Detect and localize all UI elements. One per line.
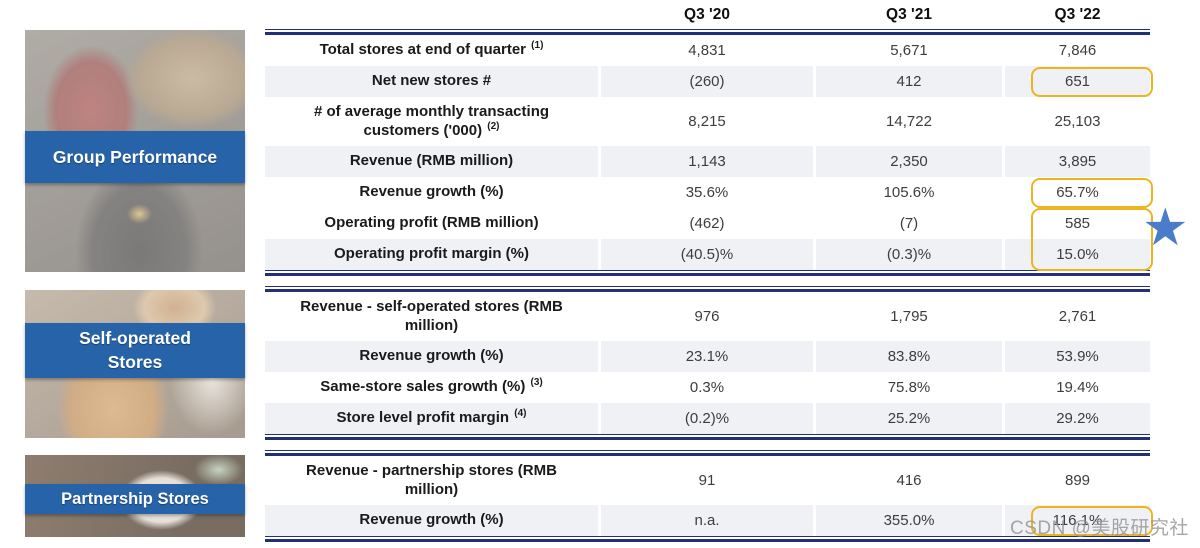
cell-value: 116.1% bbox=[1005, 505, 1150, 536]
cell-value: 899 bbox=[1064, 472, 1091, 489]
section-banner-self-operated-stores: Self-operated Stores bbox=[25, 323, 245, 378]
cell-value: 23.1% bbox=[601, 341, 813, 372]
table-row: Operating profit (RMB million) (462) (7) 58… bbox=[265, 208, 1150, 239]
cell-value: 651 bbox=[1005, 66, 1150, 97]
table-row: # of average monthly transacting custome… bbox=[265, 97, 1150, 146]
column-header-q3-21: Q3 '21 bbox=[886, 5, 932, 23]
cell-value: (260) bbox=[601, 66, 813, 97]
cell-value: 53.9% bbox=[1005, 341, 1150, 372]
divider-section3-start bbox=[265, 450, 1150, 456]
row-label: Operating profit margin (%) bbox=[265, 239, 598, 270]
cell-value: 83.8% bbox=[816, 341, 1002, 372]
cell-value: 416 bbox=[896, 472, 922, 489]
star-icon: ★ bbox=[1142, 199, 1189, 257]
cell-value: 2,350 bbox=[816, 146, 1002, 177]
table-row: Revenue growth (%) 35.6% 105.6% 65.7% bbox=[265, 177, 1150, 208]
table-row: Store level profit margin (4) (0.2)% 25.2%… bbox=[265, 403, 1150, 434]
row-label: Revenue growth (%) bbox=[265, 505, 598, 536]
section-gap bbox=[265, 276, 1150, 286]
photo-partnership-stores: Partnership Stores bbox=[25, 455, 245, 537]
header-empty-cell bbox=[265, 0, 598, 29]
table-row: Revenue - self-operated stores (RMB mill… bbox=[265, 292, 1150, 341]
row-label: Revenue (RMB million) bbox=[265, 146, 598, 177]
cell-value: 3,895 bbox=[1005, 146, 1150, 177]
cell-value: 412 bbox=[816, 66, 1002, 97]
cell-value: 25,103 bbox=[1054, 113, 1101, 130]
section-banner-partnership-stores: Partnership Stores bbox=[25, 484, 245, 514]
divider-section3-end bbox=[265, 536, 1150, 542]
table-row: Revenue (RMB million) 1,143 2,350 3,895 bbox=[265, 146, 1150, 177]
table-row: Revenue - partnership stores (RMB millio… bbox=[265, 456, 1150, 505]
section-gap bbox=[265, 440, 1150, 450]
table-section-self-operated: Revenue - self-operated stores (RMB mill… bbox=[265, 292, 1150, 434]
cell-value: 19.4% bbox=[1056, 379, 1099, 396]
cell-value: (40.5)% bbox=[601, 239, 813, 270]
table-row: Operating profit margin (%) (40.5)% (0.3)%… bbox=[265, 239, 1150, 270]
cell-value: 1,795 bbox=[890, 308, 928, 325]
cell-value: 5,671 bbox=[890, 42, 928, 59]
row-label: Revenue growth (%) bbox=[265, 341, 598, 372]
table-section-group-performance: Total stores at end of quarter (1) 4,831 5… bbox=[265, 35, 1150, 270]
cell-value: 1,143 bbox=[601, 146, 813, 177]
table-row: Same-store sales growth (%) (3) 0.3% 75.8%… bbox=[265, 372, 1150, 403]
section-banner-group-performance: Group Performance bbox=[25, 131, 245, 183]
column-header-q3-20: Q3 '20 bbox=[684, 5, 730, 23]
table-section-partnership: Revenue - partnership stores (RMB millio… bbox=[265, 456, 1150, 536]
cell-value: (0.2)% bbox=[601, 403, 813, 434]
financial-table: Q3 '20 Q3 '21 Q3 '22 Total stores at end… bbox=[265, 0, 1153, 542]
row-label: Total stores at end of quarter (1) bbox=[319, 40, 544, 59]
cell-value: n.a. bbox=[601, 505, 813, 536]
row-label: Same-store sales growth (%) (3) bbox=[320, 377, 543, 396]
cell-value: 976 bbox=[694, 308, 720, 325]
row-label: Revenue growth (%) bbox=[359, 183, 504, 201]
table-header-row: Q3 '20 Q3 '21 Q3 '22 bbox=[265, 0, 1150, 29]
table-row: Revenue growth (%) n.a. 355.0% 116.1% bbox=[265, 505, 1150, 536]
cell-value: 25.2% bbox=[816, 403, 1002, 434]
table-row: Revenue growth (%) 23.1% 83.8% 53.9% bbox=[265, 341, 1150, 372]
cell-value: 585 bbox=[1064, 215, 1091, 232]
row-label: Operating profit (RMB million) bbox=[324, 214, 539, 232]
row-label: Net new stores # bbox=[265, 66, 598, 97]
column-header-q3-22: Q3 '22 bbox=[1054, 5, 1101, 23]
photo-self-operated-stores: Self-operated Stores bbox=[25, 290, 245, 438]
cell-value: 14,722 bbox=[886, 113, 932, 130]
cell-value: 105.6% bbox=[883, 184, 935, 201]
divider-section1-end bbox=[265, 270, 1150, 276]
divider-section2-start bbox=[265, 286, 1150, 292]
row-label: Store level profit margin (4) bbox=[265, 403, 598, 434]
cell-value: 35.6% bbox=[685, 184, 729, 201]
cell-value: 65.7% bbox=[1056, 184, 1099, 201]
row-label: # of average monthly transacting custome… bbox=[313, 102, 550, 139]
cell-value: (0.3)% bbox=[816, 239, 1002, 270]
table-row: Net new stores # (260) 412 651 bbox=[265, 66, 1150, 97]
divider-section2-end bbox=[265, 434, 1150, 440]
table-row: Total stores at end of quarter (1) 4,831 5… bbox=[265, 35, 1150, 66]
cell-value: (7) bbox=[899, 215, 919, 232]
cell-value: 29.2% bbox=[1005, 403, 1150, 434]
cell-value: 0.3% bbox=[689, 379, 725, 396]
photo-group-performance: Group Performance bbox=[25, 30, 245, 272]
cell-value: 8,215 bbox=[688, 113, 726, 130]
cell-value: 91 bbox=[698, 472, 716, 489]
row-label: Revenue - partnership stores (RMB millio… bbox=[306, 461, 557, 498]
cell-value: 355.0% bbox=[816, 505, 1002, 536]
cell-value: 15.0% bbox=[1005, 239, 1150, 270]
cell-value: 75.8% bbox=[887, 379, 931, 396]
cell-value: 4,831 bbox=[688, 42, 726, 59]
row-label: Revenue - self-operated stores (RMB mill… bbox=[300, 297, 563, 334]
watermark: CSDN @美股研究社 bbox=[1010, 518, 1189, 539]
divider-header bbox=[265, 29, 1150, 35]
cell-value: 7,846 bbox=[1058, 42, 1097, 59]
cell-value: (462) bbox=[689, 215, 725, 232]
cell-value: 2,761 bbox=[1058, 308, 1097, 325]
